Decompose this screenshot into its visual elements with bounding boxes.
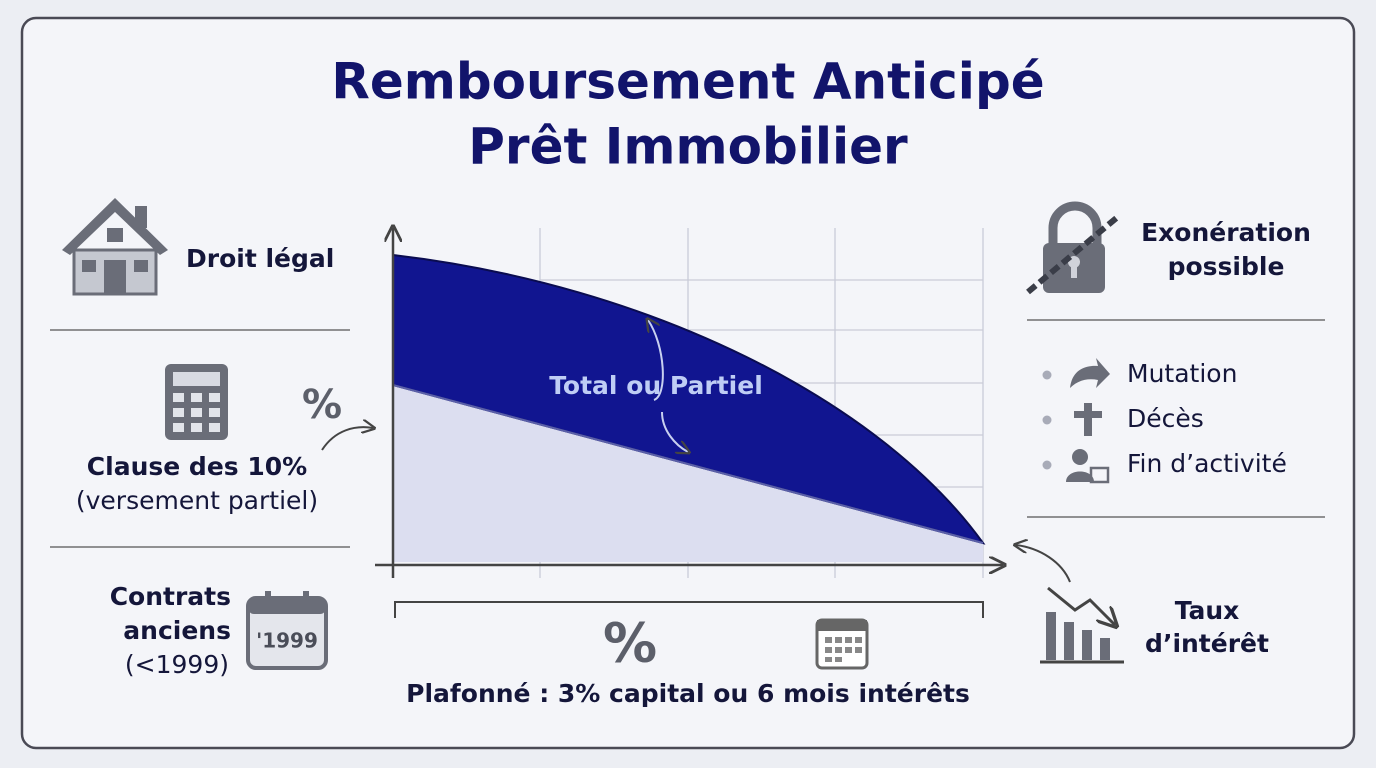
rate-line: d’intérêt <box>1145 629 1269 658</box>
title-line: Remboursement Anticipé <box>331 53 1044 111</box>
house-icon <box>62 198 168 296</box>
area-label: Total ou Partiel <box>549 371 763 400</box>
bracket <box>394 601 984 618</box>
contracts-line: anciens <box>123 616 231 645</box>
contracts-line: (<1999) <box>125 650 229 679</box>
percent-icon: % <box>603 612 657 675</box>
lock-icon <box>1026 201 1122 295</box>
exemption-item: Fin d’activité <box>1127 449 1287 478</box>
remaining-area <box>393 385 983 562</box>
clause-title: Clause des 10% <box>87 452 307 481</box>
calendar-1999-icon: '1999 <box>246 591 328 670</box>
exemption-line: Exonération <box>1141 218 1311 247</box>
contracts-line: Contrats <box>110 582 231 611</box>
clause-note: (versement partiel) <box>76 486 318 515</box>
exemption-item: Décès <box>1127 404 1204 433</box>
percent-icon: % <box>302 382 342 428</box>
repaid-area <box>392 253 986 545</box>
illustration-chart: Total ou Partiel <box>375 228 1003 578</box>
calculator-icon <box>165 364 228 440</box>
calendar-icon <box>815 618 869 670</box>
calendar-text: '1999 <box>256 629 318 653</box>
caption: Plafonné : 3% capital ou 6 mois intérêts <box>406 679 970 708</box>
legal-right: Droit légal <box>186 244 334 273</box>
rate-line: Taux <box>1175 596 1240 625</box>
title-line: Prêt Immobilier <box>468 118 908 176</box>
exemption-item: Mutation <box>1127 359 1237 388</box>
falling-bars-icon <box>1040 586 1124 664</box>
exemption-line: possible <box>1168 252 1285 281</box>
